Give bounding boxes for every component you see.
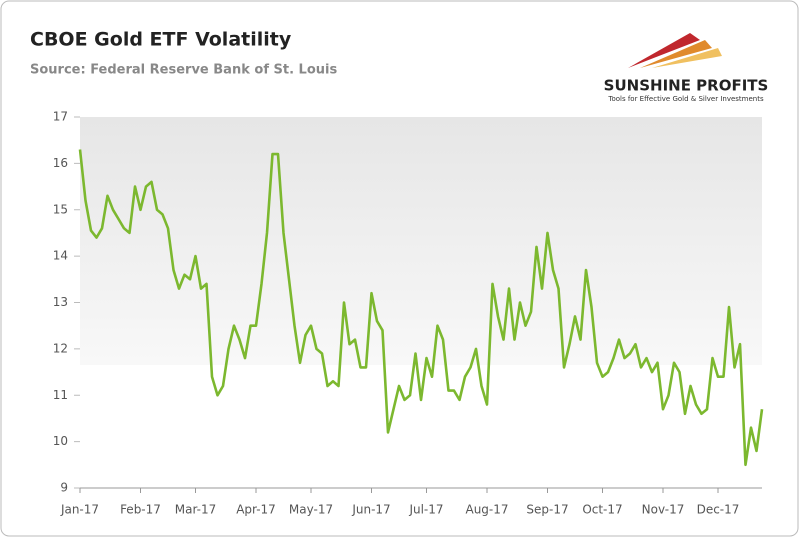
x-tick-label: Mar-17 — [175, 503, 216, 517]
x-tick-label: Oct-17 — [582, 503, 622, 517]
y-tick-label: 15 — [53, 202, 68, 216]
x-tick-label: Aug-17 — [465, 503, 508, 517]
data-line — [78, 149, 764, 467]
x-tick-label: Jan-17 — [60, 503, 99, 517]
logo-name: SUNSHINE PROFITS — [604, 77, 769, 95]
y-tick-label: 11 — [53, 388, 68, 402]
chart-title: CBOE Gold ETF Volatility — [30, 29, 292, 51]
x-tick-label: Nov-17 — [642, 503, 685, 517]
plot-band — [80, 117, 762, 365]
y-tick-label: 16 — [53, 156, 68, 170]
x-tick-label: Feb-17 — [120, 503, 161, 517]
y-tick-label: 17 — [53, 110, 68, 124]
x-tick-label: Apr-17 — [236, 503, 276, 517]
logo-tagline: Tools for Effective Gold & Silver Invest… — [607, 95, 764, 103]
y-tick-label: 14 — [53, 249, 68, 263]
chart-subtitle: Source: Federal Reserve Bank of St. Loui… — [30, 63, 337, 78]
y-tick-label: 9 — [60, 481, 68, 495]
x-tick-label: Sep-17 — [526, 503, 568, 517]
logo-icon — [628, 33, 722, 68]
x-tick-label: May-17 — [289, 503, 333, 517]
y-tick-label: 10 — [53, 434, 68, 448]
x-tick-label: Dec-17 — [697, 503, 740, 517]
y-tick-label: 13 — [53, 295, 68, 309]
x-tick-label: Jul-17 — [408, 503, 443, 517]
y-tick-label: 12 — [53, 341, 68, 355]
x-tick-label: Jun-17 — [351, 503, 390, 517]
